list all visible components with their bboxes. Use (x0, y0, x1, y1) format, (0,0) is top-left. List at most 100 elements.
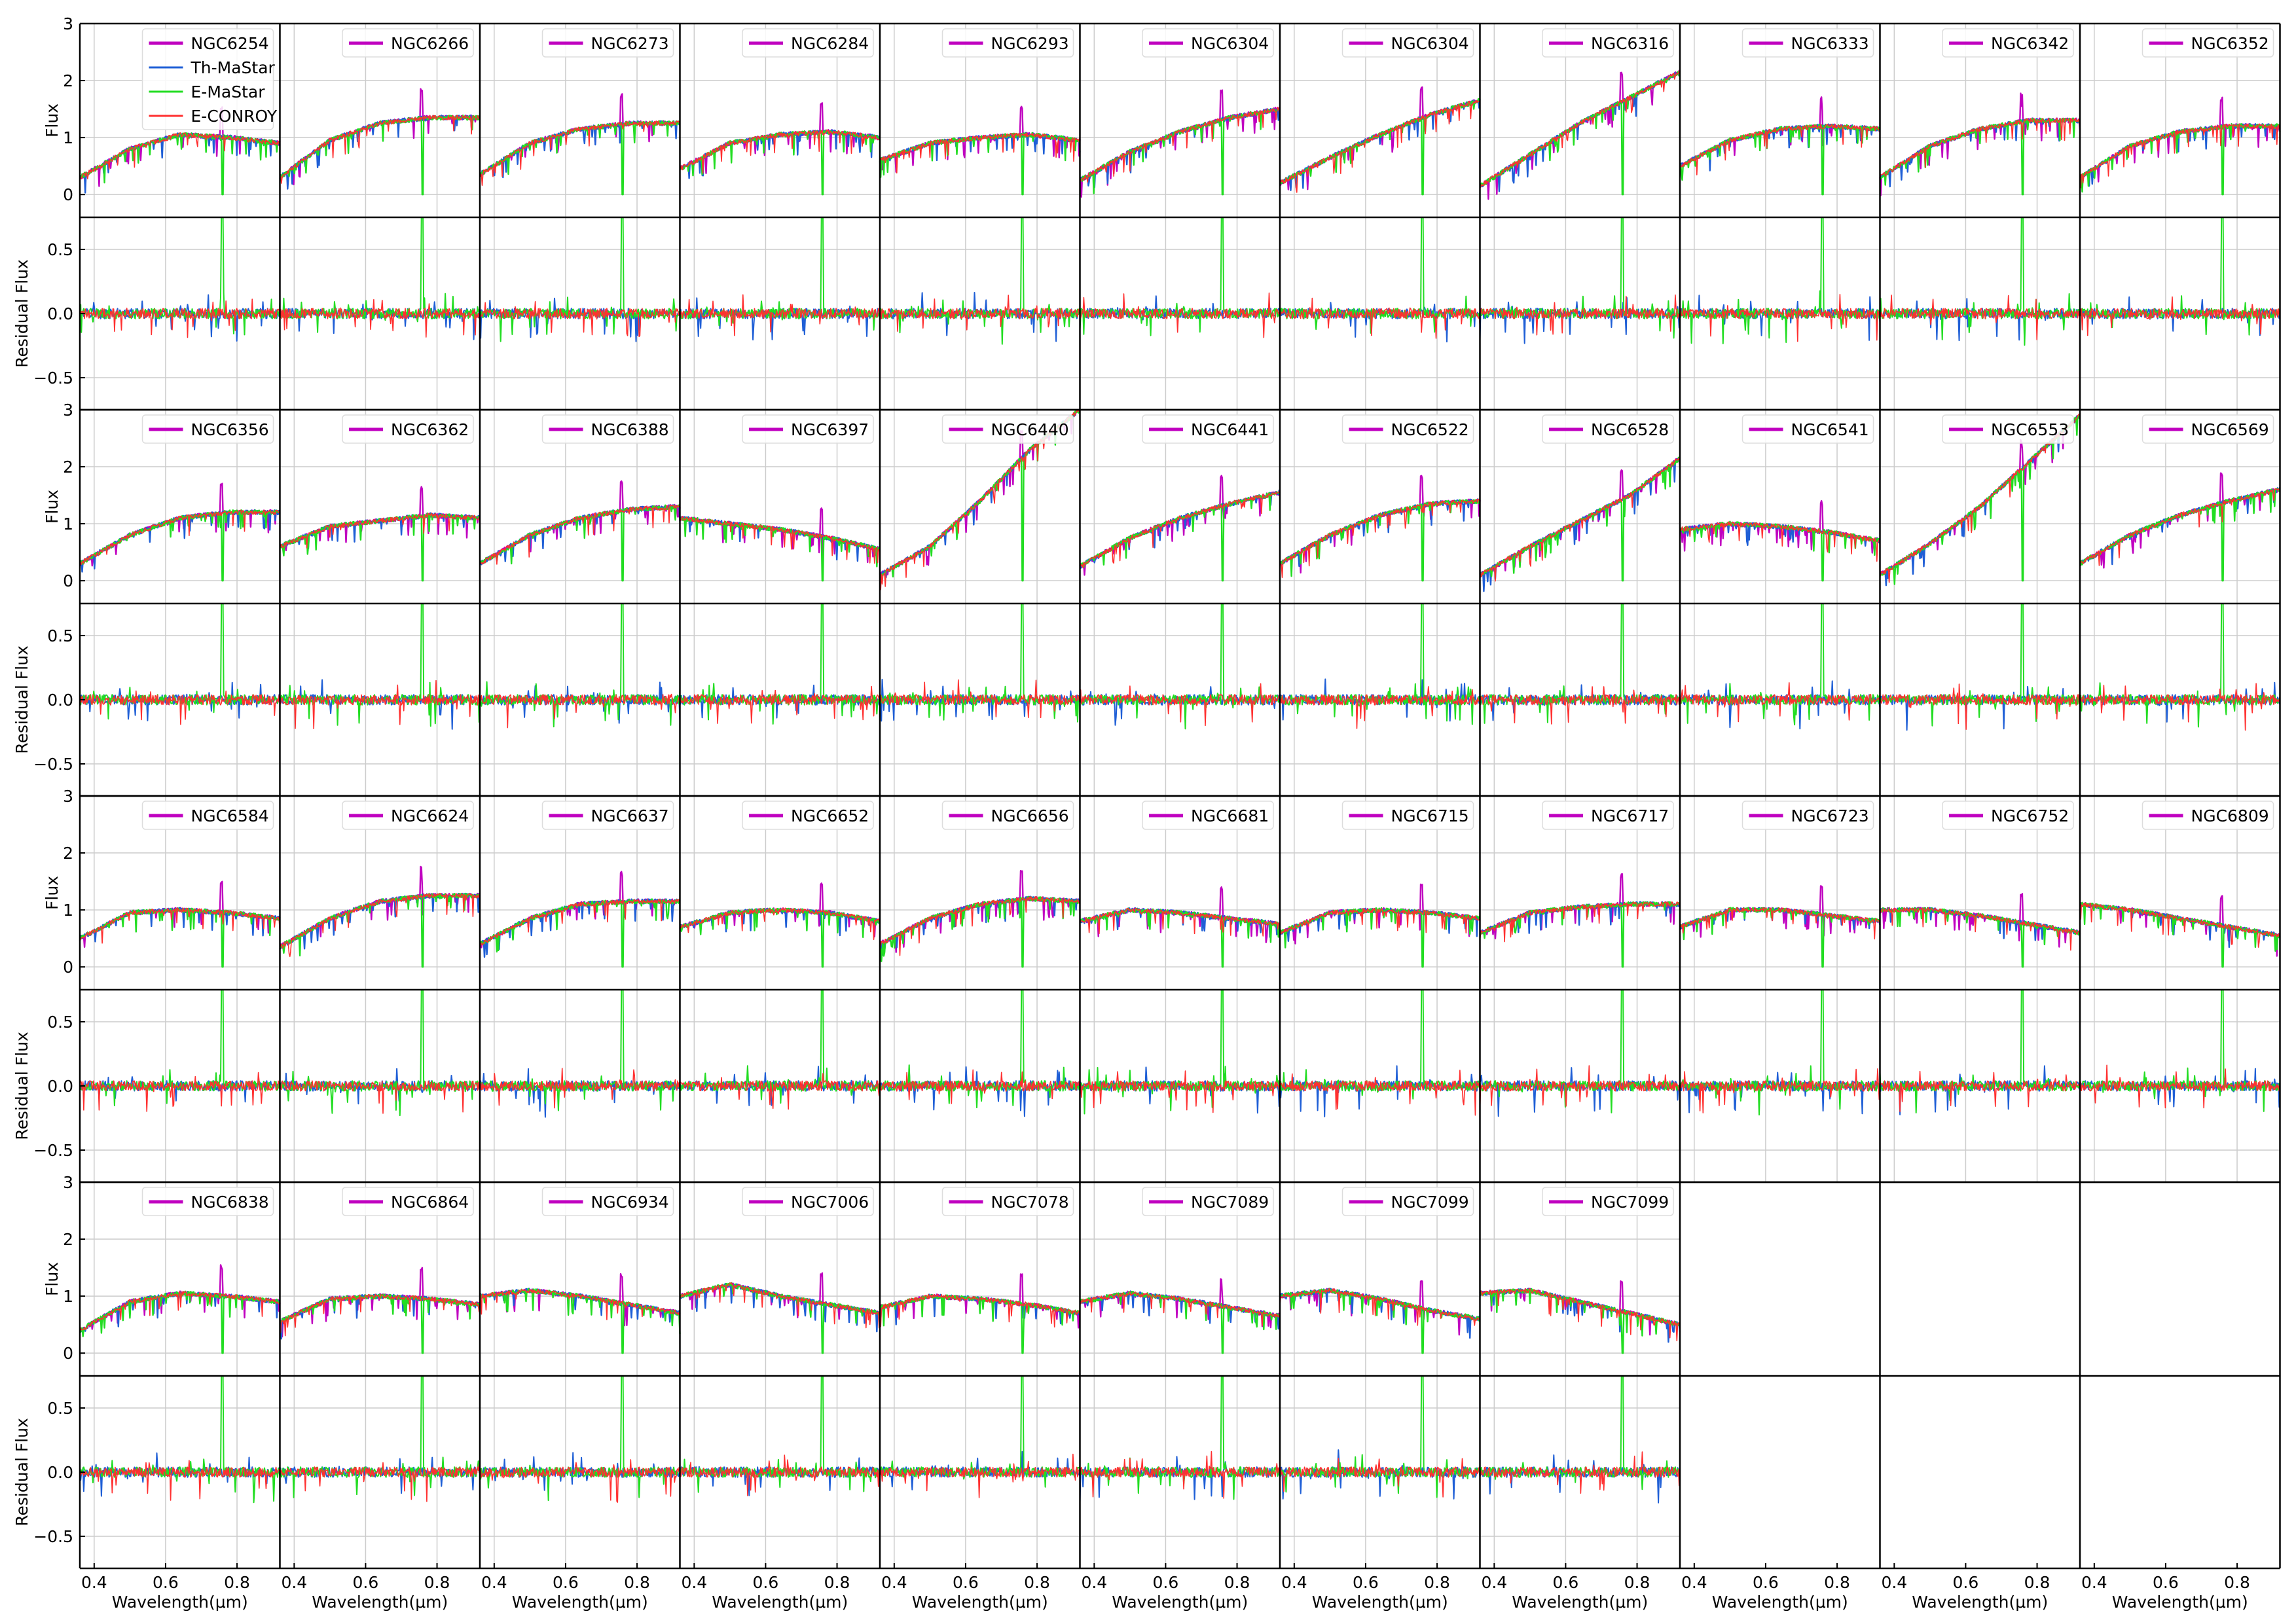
x-axis-label: Wavelength(μm) (312, 1593, 448, 1612)
legend-box (141, 1187, 274, 1216)
residual-panel (279, 1375, 481, 1568)
legend-label: NGC6304 (1191, 34, 1269, 53)
residual-series-line (879, 1069, 1081, 1104)
legend-label: NGC6362 (391, 420, 469, 439)
flux-series-line (1879, 907, 2081, 968)
flux-series-line (879, 1293, 1081, 1354)
legend-box (1542, 414, 1674, 444)
residual-panel (679, 989, 881, 1182)
legend-box (1142, 28, 1274, 58)
spectrum-block: NGC6284 (679, 23, 881, 410)
legend-label: NGC6266 (391, 34, 469, 53)
residual-panel (479, 603, 681, 796)
flux-series-line (1079, 89, 1281, 198)
residual-series-line (479, 217, 681, 342)
legend-label: NGC6637 (591, 806, 669, 825)
spectrum-block: NGC6356 (79, 409, 281, 796)
x-axis-label: Wavelength(μm) (1112, 1593, 1248, 1612)
xtick-label: 0.6 (2153, 1573, 2179, 1592)
residual-series-line (1879, 989, 2081, 1113)
xtick-label: 0.6 (753, 1573, 779, 1592)
flux-panel: NGC6541 (1679, 409, 1881, 604)
xtick-label: 0.8 (1024, 1573, 1050, 1592)
residual-series-line (1279, 1449, 1481, 1500)
residual-series-line (1679, 1068, 1881, 1113)
flux-series-line (2079, 488, 2281, 566)
flux-series-line (479, 93, 680, 176)
residual-series-line (2079, 989, 2281, 1112)
flux-series-line (879, 132, 1081, 173)
x-axis-label: Wavelength(μm) (512, 1593, 648, 1612)
residual-series-line (279, 1375, 481, 1498)
residual-series-line (79, 1460, 280, 1501)
flux-series-line (2079, 902, 2280, 948)
spectrum-block: NGC6838 (79, 1182, 281, 1568)
residual-series-line (479, 297, 680, 342)
residual-series-line (879, 679, 1081, 719)
legend-label: NGC6584 (191, 806, 269, 825)
flux-series-line (1479, 901, 1681, 943)
flux-ytick-label: 2 (63, 458, 73, 477)
legend-box (1341, 28, 1474, 58)
legend-label: NGC6934 (591, 1193, 669, 1212)
flux-ytick-label: 3 (63, 787, 73, 806)
spectrum-block: NGC6553 (1879, 409, 2081, 796)
residual-panel (879, 603, 1081, 796)
flux-series-line (679, 1282, 881, 1329)
xtick-label: 0.6 (1553, 1573, 1579, 1592)
residual-panel (1279, 989, 1481, 1182)
residual-series-line (279, 679, 481, 729)
spectrum-block: NGC6809 (2079, 795, 2281, 1182)
residual-series-line (879, 1453, 1081, 1498)
flux-series-line (1079, 491, 1281, 582)
residual-series-line (79, 690, 281, 725)
legend-box (1341, 1187, 1474, 1216)
flux-series-line (2079, 123, 2281, 189)
spectrum-block: NGC7099 (1479, 1182, 1681, 1568)
residual-panel (879, 217, 1081, 410)
legend-box (2141, 801, 2274, 830)
spectrum-block: NGC6273 (479, 23, 681, 410)
residual-series-line (2079, 603, 2281, 728)
spectrum-block: NGC6266 (279, 23, 481, 410)
legend-label: NGC6681 (1191, 806, 1269, 825)
legend-box (1942, 414, 2074, 444)
xtick-label: 0.6 (953, 1573, 979, 1592)
flux-series-line (1679, 907, 1881, 968)
residual-series-line (1079, 683, 1281, 727)
flux-panel: NGC6838 (79, 1182, 281, 1376)
flux-panel: NGC6809 (2079, 795, 2281, 990)
flux-panel: NGC6352 (2079, 23, 2281, 217)
flux-series-line (1879, 413, 2081, 583)
flux-series-line (279, 513, 481, 549)
residual-series-line (79, 294, 281, 342)
residual-series-line (1679, 989, 1881, 1116)
flux-ytick-label: 1 (63, 128, 73, 147)
flux-ytick-label: 0 (63, 185, 73, 204)
legend-label: NGC6752 (1991, 806, 2069, 825)
flux-series-line (2079, 472, 2281, 569)
residual-series-line (79, 298, 281, 338)
flux-panel: NGC6397 (679, 409, 881, 604)
residual-ytick-label: 0.5 (47, 1013, 73, 1032)
flux-series-line (279, 115, 481, 190)
legend-box (2141, 414, 2274, 444)
legend-label: NGC6397 (791, 420, 869, 439)
xtick-label: 0.4 (1481, 1573, 1507, 1592)
flux-series-line (879, 1293, 1081, 1327)
flux-series-line (679, 507, 881, 564)
legend-label: NGC6284 (791, 34, 869, 53)
residual-panel (79, 603, 281, 796)
legend-label: NGC6316 (1591, 34, 1669, 53)
flux-series-line (1279, 1280, 1481, 1336)
flux-series-line (479, 1288, 681, 1320)
residual-series-line (1279, 297, 1481, 339)
xtick-label: 0.6 (1153, 1573, 1179, 1592)
flux-panel: NGC6316 (1479, 23, 1681, 217)
flux-series-line (1480, 456, 1681, 582)
residual-series-line (1879, 683, 2081, 730)
flux-panel: NGC7078 (879, 1182, 1081, 1376)
flux-panel: NGC6284 (679, 23, 881, 217)
residual-ytick-label: −0.5 (33, 1141, 73, 1160)
flux-series-line (79, 482, 281, 567)
